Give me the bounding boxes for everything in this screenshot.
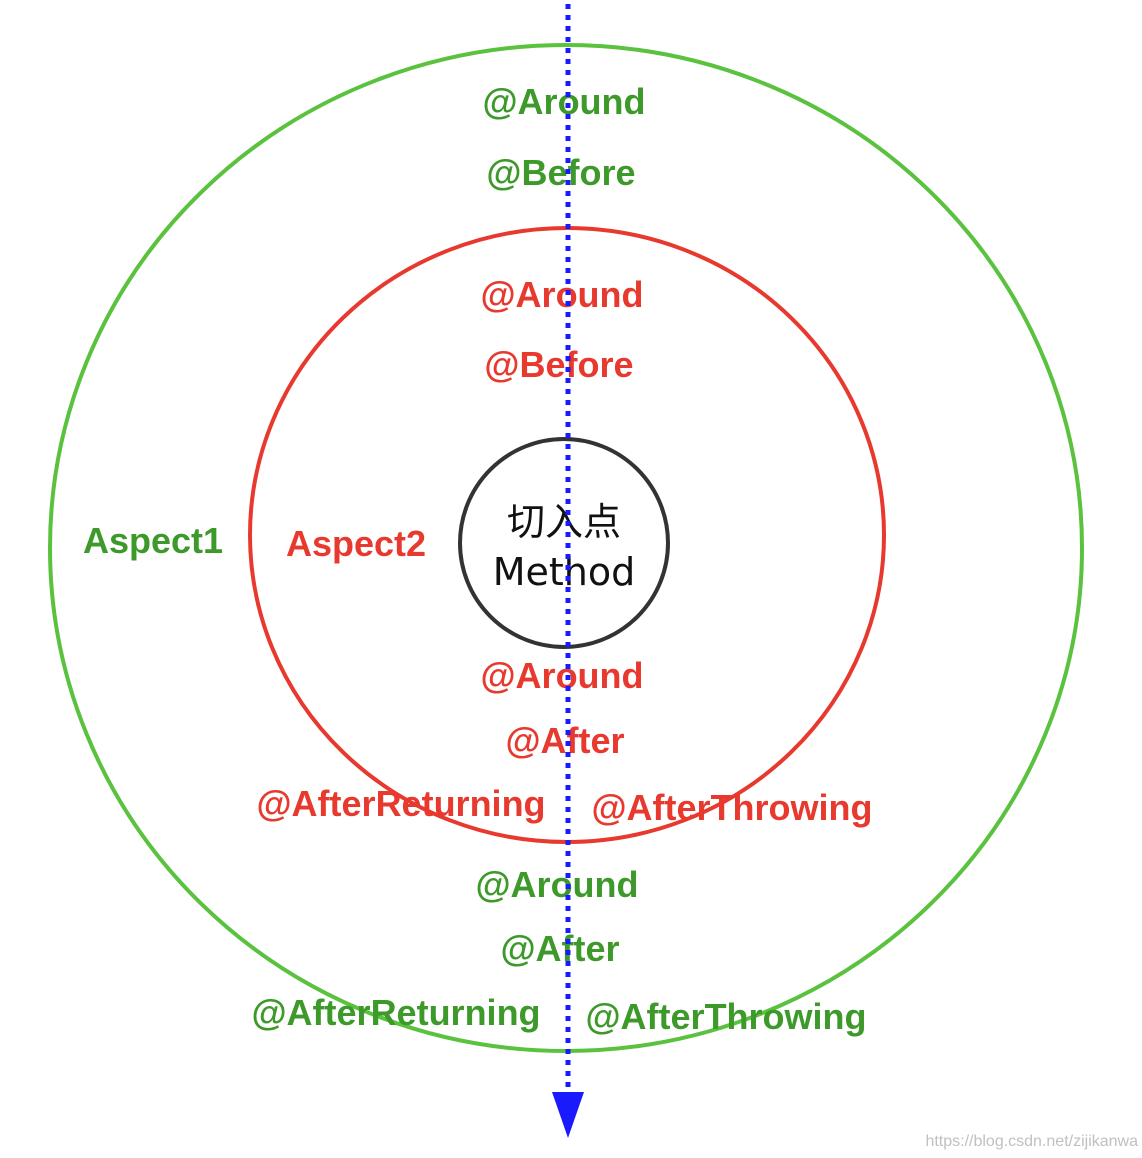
aspect1-after-returning-label: @AfterReturning bbox=[251, 992, 540, 1033]
aspect2-after-label: @After bbox=[505, 720, 624, 761]
aspect2-around-before-label: @Around bbox=[480, 274, 643, 315]
aspect1-before-label: @Before bbox=[486, 152, 635, 193]
method-name: Method bbox=[493, 550, 636, 594]
aspect2-before-label: @Before bbox=[484, 344, 633, 385]
arrow-down-icon bbox=[552, 1092, 584, 1138]
aspect1-around-after-label: @Around bbox=[475, 864, 638, 905]
watermark: https://blog.csdn.net/zijikanwa bbox=[925, 1133, 1138, 1150]
aspect1-label: Aspect1 bbox=[83, 520, 223, 561]
method-circle bbox=[458, 437, 670, 649]
aspect2-around-after-label: @Around bbox=[480, 655, 643, 696]
aspect2-after-returning-label: @AfterReturning bbox=[256, 783, 545, 824]
method-title: 切入点 bbox=[507, 500, 621, 544]
aspect2-after-throwing-label: @AfterThrowing bbox=[591, 787, 872, 828]
aspect1-after-label: @After bbox=[500, 928, 619, 969]
aspect1-after-throwing-label: @AfterThrowing bbox=[585, 996, 866, 1037]
aspect2-label: Aspect2 bbox=[286, 523, 426, 564]
aspect1-around-before-label: @Around bbox=[482, 81, 645, 122]
